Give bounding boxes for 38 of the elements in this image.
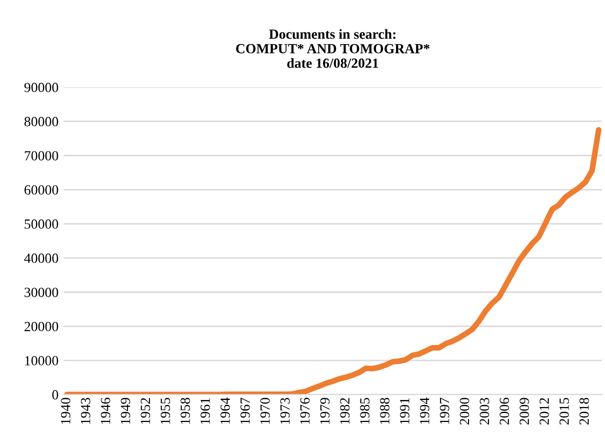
x-tick-label: 1940 xyxy=(60,398,70,424)
y-tick-label: 70000 xyxy=(24,151,58,160)
x-tick-label: 1964 xyxy=(220,398,230,424)
y-tick-label: 30000 xyxy=(24,288,58,298)
x-tick-label: 1955 xyxy=(160,398,170,424)
x-tick-label: 1967 xyxy=(240,398,250,424)
x-tick-label: 1991 xyxy=(400,398,410,424)
x-tick-label: 2003 xyxy=(480,398,490,425)
x-tick-label: 1949 xyxy=(120,398,130,424)
x-tick-label: 2015 xyxy=(560,398,569,425)
x-tick-label: 1979 xyxy=(320,398,330,424)
x-tick-label: 1952 xyxy=(140,398,150,424)
x-tick-label: 2006 xyxy=(500,398,510,425)
x-tick-label: 2018 xyxy=(579,398,589,425)
x-tick-label: 1961 xyxy=(200,398,210,424)
y-tick-label: 80000 xyxy=(24,116,58,126)
y-tick-label: 10000 xyxy=(25,356,58,366)
x-tick-label: 1970 xyxy=(260,398,270,424)
x-tick-label: 2009 xyxy=(520,398,530,425)
x-tick-label: 1988 xyxy=(380,398,390,424)
x-tick-label: 1982 xyxy=(340,398,350,424)
y-tick-label: 0 xyxy=(52,390,58,400)
y-tick-label: 60000 xyxy=(24,185,58,195)
y-tick-label: 90000 xyxy=(24,82,58,92)
x-tick-label: 1973 xyxy=(280,398,290,424)
x-tick-label: 1958 xyxy=(180,398,190,424)
y-tick-label: 20000 xyxy=(24,322,58,332)
x-tick-label: 2000 xyxy=(460,398,470,425)
x-tick-label: 1946 xyxy=(100,398,110,424)
x-tick-label: 1994 xyxy=(420,398,430,424)
chart-title: Documents in search: COMPUT* AND TOMOGRAP* date 16/08/2021 xyxy=(236,29,430,68)
x-tick-label: 1976 xyxy=(300,398,310,424)
y-tick-label: 50000 xyxy=(24,219,58,229)
x-tick-label: 1943 xyxy=(80,398,90,424)
x-tick-label: 1997 xyxy=(440,398,450,424)
x-tick-label: 1985 xyxy=(360,398,370,424)
y-tick-label: 40000 xyxy=(24,254,58,263)
x-tick-label: 2012 xyxy=(540,398,549,425)
